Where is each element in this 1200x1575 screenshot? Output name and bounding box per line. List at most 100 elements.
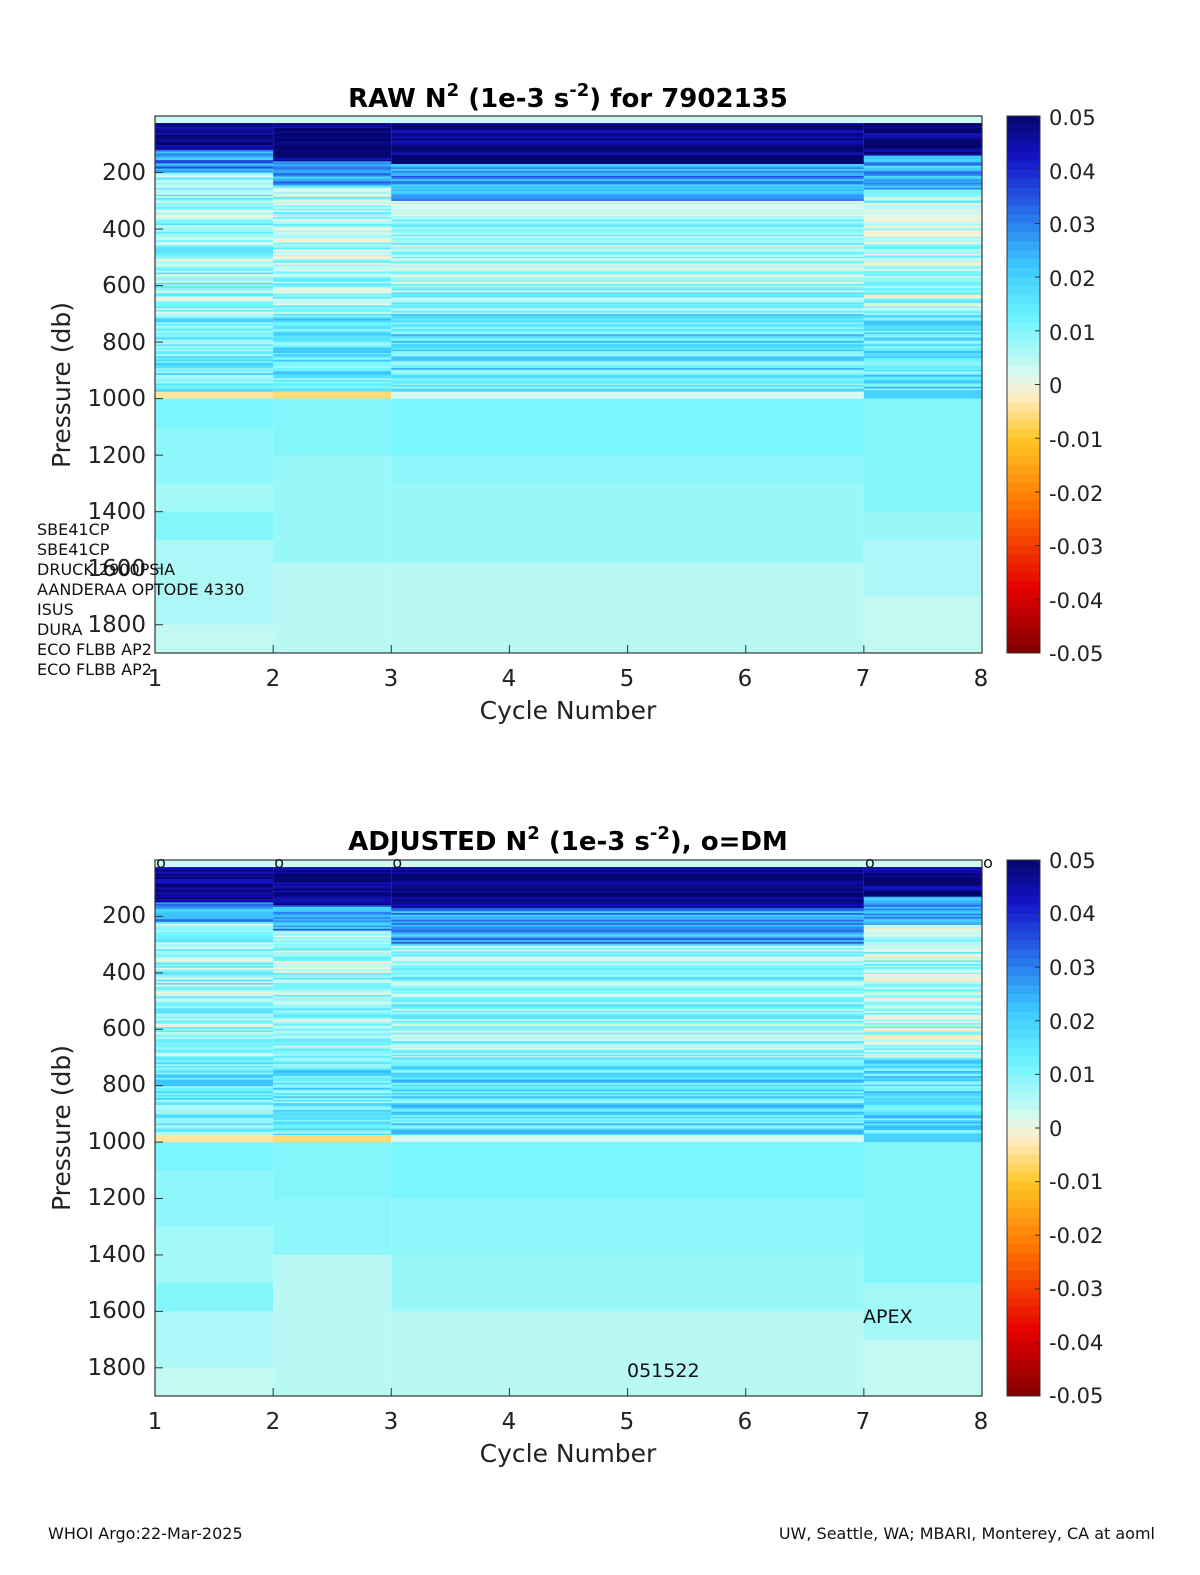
heatmap-cell — [273, 371, 392, 374]
colorbar-segment — [1007, 536, 1040, 547]
heatmap-cell — [155, 299, 274, 302]
heatmap-cell — [273, 977, 392, 981]
heatmap-cell — [391, 1014, 864, 1017]
colorbar-segment — [1007, 922, 1040, 932]
heatmap-cell — [155, 346, 274, 349]
heatmap-cell — [155, 1091, 274, 1094]
heatmap-cell — [273, 286, 392, 289]
heatmap-cell — [391, 192, 864, 195]
colorbar-tick-label: 0.01 — [1049, 321, 1096, 345]
heatmap-cell — [391, 1029, 864, 1032]
heatmap-cell — [155, 1013, 274, 1016]
heatmap-cell — [863, 962, 982, 965]
heatmap-cell — [273, 890, 392, 893]
heatmap-cell — [391, 1098, 864, 1101]
footer-left: WHOI Argo:22-Mar-2025 — [48, 1524, 243, 1543]
heatmap-cell — [273, 349, 392, 352]
heatmap-cell — [863, 335, 982, 338]
heatmap-cell — [155, 972, 274, 975]
heatmap-cell — [155, 208, 274, 211]
heatmap-cell — [273, 183, 392, 186]
heatmap-cell — [155, 1027, 274, 1030]
y-tick-label: 1800 — [87, 1355, 146, 1381]
heatmap-cell — [273, 1006, 392, 1009]
heatmap-cell — [391, 385, 864, 388]
colorbar-segment — [1007, 268, 1040, 278]
heatmap-cell — [863, 1108, 982, 1111]
heatmap-cell — [863, 1091, 982, 1094]
heatmap-cell — [155, 339, 274, 342]
colorbar-segment — [1007, 1065, 1040, 1075]
heatmap-cell — [391, 212, 864, 215]
heatmap-cell — [863, 313, 982, 315]
heatmap-cell — [863, 1019, 982, 1022]
heatmap-cell — [863, 880, 982, 883]
heatmap-cell — [863, 340, 982, 344]
heatmap-cell — [863, 381, 982, 384]
heatmap-cell — [863, 138, 982, 141]
heatmap-cell — [155, 325, 274, 328]
heatmap-cell — [155, 203, 274, 206]
heatmap-cell — [863, 951, 982, 955]
heatmap-cell — [391, 1106, 864, 1109]
sensor-label: ECO FLBB AP2 — [37, 660, 152, 679]
heatmap-cell — [391, 169, 864, 172]
heatmap-cell — [273, 1005, 392, 1008]
heatmap-cell — [391, 916, 864, 919]
heatmap-cell — [863, 984, 982, 987]
heatmap-cell — [155, 1032, 274, 1035]
y-tick-label: 800 — [102, 330, 146, 356]
heatmap-cell — [155, 1131, 274, 1135]
heatmap-cell — [391, 878, 864, 881]
dm-marker: o — [392, 853, 402, 872]
heatmap-cell — [273, 262, 392, 266]
heatmap-cell — [863, 913, 982, 916]
heatmap-cell — [391, 366, 864, 369]
colorbar-segment — [1007, 1056, 1040, 1066]
heatmap-cell — [273, 207, 392, 210]
heatmap-cell — [155, 1069, 274, 1072]
heatmap-cell — [155, 1001, 274, 1004]
plot-frame — [154, 115, 983, 654]
heatmap-cell — [273, 925, 392, 928]
heatmap-cell — [155, 1025, 274, 1028]
heatmap-cell — [391, 174, 864, 177]
heatmap-cell — [863, 1126, 982, 1129]
colorbar-segment — [1007, 447, 1040, 457]
heatmap-cell — [273, 1101, 392, 1104]
heatmap-cell — [155, 143, 274, 146]
heatmap-cell — [391, 187, 864, 190]
colorbar-segment — [1007, 860, 1040, 870]
heatmap-cell — [863, 1012, 982, 1015]
heatmap-cell — [273, 993, 392, 996]
heatmap-cell — [273, 899, 392, 902]
colorbar-tick-label: -0.03 — [1049, 535, 1103, 559]
heatmap-cell — [155, 174, 274, 177]
heatmap-cell — [273, 1135, 392, 1143]
x-tick-label: 2 — [266, 1409, 281, 1435]
heatmap-cell — [155, 242, 274, 245]
heatmap-cell — [155, 163, 274, 166]
heatmap-cell — [863, 1130, 982, 1133]
colorbar-segment — [1007, 375, 1040, 385]
colorbar-segment — [1007, 232, 1040, 242]
heatmap-cell — [273, 181, 392, 184]
heatmap-cell — [273, 151, 392, 154]
sensor-label: ECO FLBB AP2 — [37, 640, 152, 659]
heatmap-cell — [863, 1046, 982, 1049]
heatmap-cell — [273, 320, 392, 323]
heatmap-cell — [863, 1076, 982, 1079]
heatmap-cell — [391, 214, 864, 217]
heatmap-cell — [863, 211, 982, 214]
colorbar-segment — [1007, 330, 1040, 341]
heatmap-cell — [273, 920, 392, 923]
heatmap-cell — [273, 173, 392, 176]
heatmap-cell — [391, 1034, 864, 1037]
colorbar-tick-label: 0.03 — [1049, 213, 1096, 237]
heatmap-cell — [391, 948, 864, 951]
heatmap-cell — [273, 223, 392, 227]
heatmap-cell — [863, 1101, 982, 1104]
heatmap-cell — [863, 277, 982, 280]
heatmap-cell — [391, 318, 864, 322]
heatmap-cell — [155, 905, 274, 908]
